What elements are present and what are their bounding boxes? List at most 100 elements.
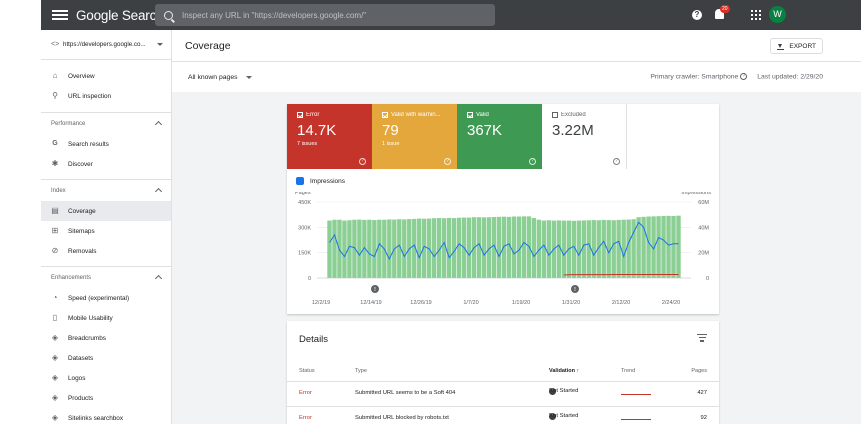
- tile-value: 14.7K: [297, 122, 337, 139]
- col-pages[interactable]: Pages: [691, 368, 707, 374]
- row-type: Submitted URL seems to be a Soft 404: [355, 390, 456, 396]
- valid-bar: [666, 215, 671, 278]
- sidebar-item-overview[interactable]: ⌂ Overview: [41, 66, 171, 86]
- table-row[interactable]: Error Submitted URL blocked by robots.txt…: [287, 406, 719, 424]
- sidebar-item-search-results[interactable]: G Search results: [41, 134, 171, 154]
- sidebar-item-url-inspection[interactable]: ⚲ URL inspection: [41, 86, 171, 106]
- valid-bar: [446, 217, 452, 278]
- filter-list-icon[interactable]: [697, 334, 707, 344]
- help-icon[interactable]: ?: [692, 10, 702, 20]
- x-tick-label: 1/7/20: [463, 300, 478, 306]
- menu-icon[interactable]: [52, 10, 68, 20]
- help-icon[interactable]: ?: [740, 73, 748, 80]
- sidebar-item-logos[interactable]: ◈ Logos: [41, 368, 171, 388]
- pages-filter-dropdown[interactable]: All known pages: [188, 74, 260, 81]
- valid-bar: [651, 216, 656, 278]
- valid-bar: [347, 220, 352, 278]
- caret-down-icon: [245, 75, 252, 79]
- valid-bar: [516, 216, 522, 278]
- error-tile[interactable]: Error 14.7K 7 issues?: [287, 104, 372, 169]
- account-avatar[interactable]: W: [769, 6, 786, 23]
- col-type[interactable]: Type: [355, 368, 367, 374]
- sidebar-item-breadcrumbs[interactable]: ◈ Breadcrumbs: [41, 328, 171, 348]
- sidebar-item-label: URL inspection: [68, 92, 112, 100]
- valid-bar: [466, 217, 472, 278]
- help-icon[interactable]: ?: [613, 158, 620, 165]
- not-started-icon: !: [549, 413, 556, 420]
- url-inspect-input[interactable]: [182, 10, 482, 20]
- export-button[interactable]: EXPORT: [770, 38, 823, 54]
- sidebar-item-sitemaps[interactable]: ⊞ Sitemaps: [41, 221, 171, 241]
- checkbox-icon[interactable]: [552, 112, 558, 118]
- impressions-toggle[interactable]: Impressions: [296, 177, 719, 185]
- help-icon[interactable]: ?: [444, 158, 451, 165]
- left-tick-label: 0: [308, 276, 311, 282]
- checkbox-icon[interactable]: [297, 112, 303, 118]
- valid-bar: [616, 219, 621, 278]
- sidebar-item-speed-experimental[interactable]: ◔ Speed (experimental): [41, 288, 171, 308]
- sidebar-item-discover[interactable]: ✱ Discover: [41, 154, 171, 174]
- checkbox-icon[interactable]: [467, 112, 473, 118]
- col-trend[interactable]: Trend: [621, 368, 636, 374]
- x-tick-label: 12/14/19: [360, 300, 381, 306]
- impressions-checkbox-icon[interactable]: [296, 177, 304, 185]
- tile-header: Excluded: [552, 112, 616, 118]
- property-selector[interactable]: <> https://developers.google.co...: [41, 30, 171, 60]
- help-icon[interactable]: ?: [359, 158, 366, 165]
- search-icon: [164, 10, 173, 20]
- sidebar-item-products[interactable]: ◈ Products: [41, 388, 171, 408]
- url-inspect-search[interactable]: [155, 4, 495, 26]
- section-index[interactable]: Index: [41, 179, 171, 201]
- valid-bar: [367, 219, 372, 278]
- table-row[interactable]: Error Submitted URL seems to be a Soft 40…: [287, 381, 719, 406]
- apps-grid-icon[interactable]: [751, 10, 761, 20]
- section-enhancements[interactable]: Enhancements: [41, 266, 171, 288]
- sidebar-item-coverage[interactable]: ▤ Coverage: [41, 201, 171, 221]
- sidebar-item-datasets[interactable]: ◈ Datasets: [41, 348, 171, 368]
- last-updated-label: Last updated: 2/29/20: [757, 73, 823, 81]
- sidebar-item-label: Speed (experimental): [68, 294, 130, 302]
- valid-bar: [372, 220, 377, 278]
- help-icon[interactable]: ?: [529, 158, 536, 165]
- caret-down-icon: [157, 43, 163, 46]
- col-status[interactable]: Status: [299, 368, 315, 374]
- home-icon: ⌂: [52, 71, 58, 80]
- valid-bar: [561, 220, 567, 278]
- google-g-icon: G: [52, 140, 58, 147]
- valid-bar: [556, 220, 562, 278]
- valid-bar: [671, 216, 676, 278]
- checkbox-icon[interactable]: [382, 112, 388, 118]
- sidebar-item-label: Breadcrumbs: [68, 334, 107, 342]
- primary-crawler-label: Primary crawler: Smartphone: [650, 73, 739, 81]
- pages-filter-value: All known pages: [188, 73, 238, 81]
- valid-bar: [546, 220, 552, 278]
- annotation-marker-icon[interactable]: [571, 285, 579, 293]
- code-brackets-icon: <>: [51, 41, 60, 48]
- col-validation[interactable]: Validation ↑: [549, 368, 580, 374]
- annotation-marker-icon[interactable]: [371, 285, 379, 293]
- section-title: Performance: [51, 120, 86, 127]
- page-header: Coverage EXPORT: [172, 30, 861, 62]
- valid-bar: [441, 218, 447, 278]
- valid-bar: [591, 220, 596, 278]
- valid-tile[interactable]: Valid 367K?: [457, 104, 542, 169]
- valid-bar: [432, 218, 437, 278]
- not-started-icon: !: [549, 388, 556, 395]
- section-performance[interactable]: Performance: [41, 112, 171, 134]
- valid-with-warnings-tile[interactable]: Valid with warnin... 79 1 issue?: [372, 104, 457, 169]
- notifications-bell-icon[interactable]: [715, 9, 724, 19]
- export-label: EXPORT: [789, 42, 816, 50]
- sidebar-item-sitelinks-searchbox[interactable]: ◈ Sitelinks searchbox: [41, 408, 171, 424]
- valid-bar: [606, 220, 611, 278]
- page-title: Coverage: [185, 39, 231, 52]
- sidebar-item-label: Overview: [68, 72, 95, 80]
- valid-bar: [451, 218, 457, 278]
- sidebar-item-mobile-usability[interactable]: ▯ Mobile Usability: [41, 308, 171, 328]
- crawler-info: Primary crawler: Smartphone? Last update…: [650, 73, 823, 80]
- sidebar-item-label: Coverage: [68, 207, 96, 215]
- excluded-tile[interactable]: Excluded 3.22M?: [542, 104, 627, 169]
- sidebar-item-removals[interactable]: ⊘ Removals: [41, 241, 171, 261]
- right-axis-title: Impressions: [681, 192, 711, 196]
- valid-bar: [536, 219, 542, 278]
- layers-icon: ◈: [51, 333, 59, 342]
